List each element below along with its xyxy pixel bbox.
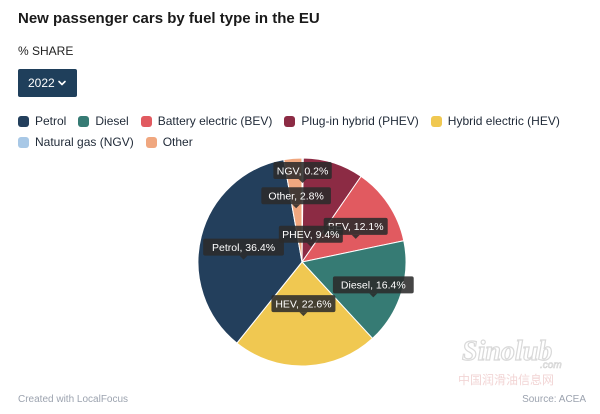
slice-label-pointer — [369, 293, 378, 298]
legend-label: Other — [162, 135, 193, 149]
slice-label: NGV, 0.2% — [273, 161, 332, 183]
chart-subtitle: % SHARE — [18, 44, 74, 58]
slice-label-box — [332, 276, 414, 294]
pie-labels: Petrol, 36.4%HEV, 22.6%Diesel, 16.4%BEV,… — [203, 161, 414, 317]
legend-swatch — [18, 136, 29, 148]
legend-item[interactable]: Battery electric (BEV) — [140, 114, 273, 128]
watermark-brand: Sinolub — [462, 336, 552, 367]
slice-label: HEV, 22.6% — [271, 295, 336, 317]
chart-title: New passenger cars by fuel type in the E… — [18, 10, 320, 27]
slice-label-box — [278, 225, 343, 243]
legend-item[interactable]: Plug-in hybrid (PHEV) — [284, 114, 419, 128]
slice-label-box — [271, 295, 336, 313]
year-dropdown[interactable]: 2022 — [18, 69, 77, 97]
legend-swatch — [145, 136, 157, 148]
watermark-domain: .com — [540, 360, 562, 371]
slice-label-text: Petrol, 36.4% — [212, 242, 275, 254]
legend-label: Petrol — [35, 114, 67, 128]
slice-label-box — [273, 161, 332, 179]
legend-label: Plug-in hybrid (PHEV) — [301, 114, 419, 128]
legend-item[interactable]: Petrol — [18, 114, 66, 128]
slice-label-box — [203, 238, 284, 256]
legend-label: Diesel — [95, 114, 129, 128]
slice-label-text: Diesel, 16.4% — [341, 280, 406, 292]
legend-swatch — [284, 115, 296, 127]
slice-label-pointer — [306, 242, 315, 247]
slice-label: Diesel, 16.4% — [332, 276, 414, 298]
slice-label-pointer — [292, 204, 301, 209]
slice-label-box — [261, 187, 331, 205]
legend-swatch — [78, 115, 90, 127]
year-dropdown-value: 2022 — [28, 76, 55, 90]
slice-label: Other, 2.8% — [261, 187, 331, 209]
slice-label-text: PHEV, 9.4% — [282, 229, 339, 241]
legend-swatch — [18, 115, 29, 127]
slice-label-text: HEV, 22.6% — [275, 298, 331, 310]
legend-item[interactable]: Other — [145, 135, 193, 149]
slice-label-pointer — [351, 234, 360, 239]
slice-label: Petrol, 36.4% — [203, 238, 284, 260]
watermark-chinese: 中国润滑油信息网 — [458, 372, 554, 387]
watermark-logo: Sinolub .com 中国润滑油信息网 — [458, 335, 562, 387]
chevron-down-icon — [58, 80, 66, 86]
chart-legend: Petrol Diesel Battery electric (BEV) Plug-i… — [18, 114, 588, 149]
legend-swatch — [430, 115, 442, 127]
slice-label-text: NGV, 0.2% — [277, 165, 329, 177]
source-text: Source: ACEA — [522, 394, 586, 405]
legend-label: Battery electric (BEV) — [157, 114, 273, 128]
legend-item[interactable]: Diesel — [78, 114, 129, 128]
legend-label: Hybrid electric (HEV) — [447, 114, 560, 128]
legend-label: Natural gas (NGV) — [35, 135, 134, 149]
slice-label-pointer — [298, 178, 307, 183]
credit-text: Created with LocalFocus — [18, 394, 129, 405]
legend-item[interactable]: Hybrid electric (HEV) — [430, 114, 560, 128]
slice-label-text: Other, 2.8% — [268, 190, 323, 202]
slice-label-pointer — [299, 312, 308, 317]
legend-swatch — [140, 115, 152, 127]
slice-label-pointer — [239, 255, 248, 260]
legend-item[interactable]: Natural gas (NGV) — [18, 135, 134, 149]
slice-label: PHEV, 9.4% — [278, 225, 343, 247]
